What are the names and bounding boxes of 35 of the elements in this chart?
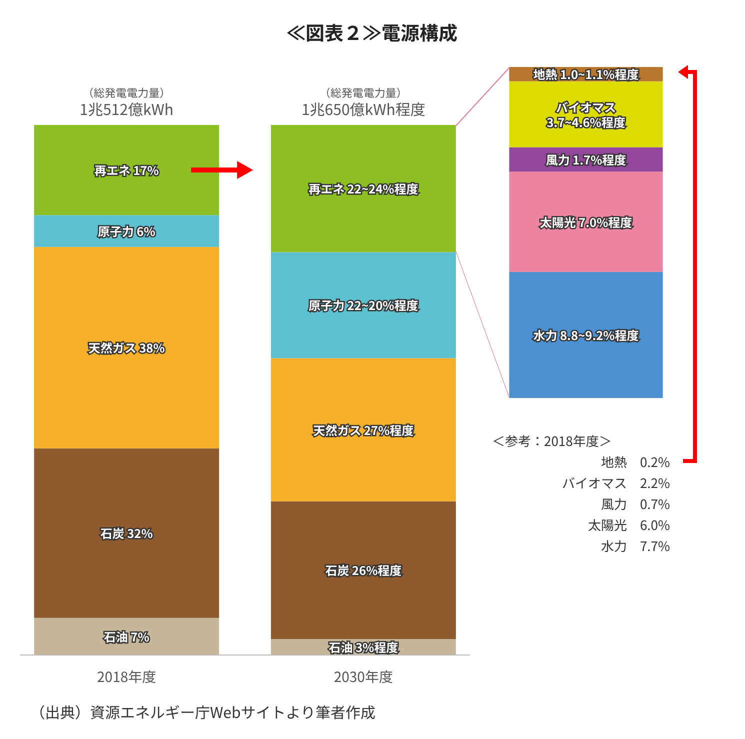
data-label: バイオマス 3.7~4.6%程度 [546, 98, 626, 130]
data-label: 風力 1.7%程度 [546, 150, 626, 168]
bar [270, 252, 456, 358]
text: 風力 0.7% [600, 494, 670, 512]
text: 水力 7.7% [600, 536, 670, 554]
data-label: 水力 8.8~9.2%程度 [533, 326, 639, 344]
text: バイオマス 2.2% [562, 472, 670, 492]
x-tick-label: 2018年度 [97, 667, 156, 687]
data-label: 地熱 1.0~1.1%程度 [533, 66, 639, 83]
data-label: 原子力 22~20%程度 [308, 296, 418, 314]
bar [270, 501, 456, 640]
data-label: 石炭 32% [100, 524, 154, 542]
data-label: 原子力 6% [98, 222, 156, 240]
data-label: 石油 3%程度 [328, 638, 398, 656]
bar [34, 246, 220, 448]
annotation: （総発電電力量） 1兆512億kWh [80, 85, 174, 120]
data-label: 天然ガス 38% [88, 339, 166, 356]
data-label: 再エネ 17% [94, 162, 160, 179]
bar [270, 358, 456, 502]
chart-title: ≪図表２≫電源構成 [286, 18, 458, 46]
text: 太陽光 6.0% [588, 514, 670, 534]
bar [34, 125, 220, 216]
data-label: 太陽光 7.0%程度 [540, 213, 632, 230]
data-label: 天然ガス 27%程度 [313, 421, 414, 438]
text: ＜参考：2018年度＞ [492, 430, 612, 450]
bar [34, 448, 220, 618]
x-tick-label: 2030年度 [334, 667, 393, 687]
data-label: 再エネ 22~24%程度 [308, 180, 418, 198]
bar [34, 618, 220, 655]
annotation: （総発電電力量） 1兆650億kWh程度 [301, 85, 426, 120]
bar [509, 172, 663, 272]
text: 地熱 0.2% [600, 452, 670, 470]
data-label: 石油 7% [104, 628, 150, 645]
data-label: 石炭 26%程度 [325, 562, 402, 579]
text: （出典）資源エネルギー庁Webサイトより筆者作成 [30, 702, 376, 722]
